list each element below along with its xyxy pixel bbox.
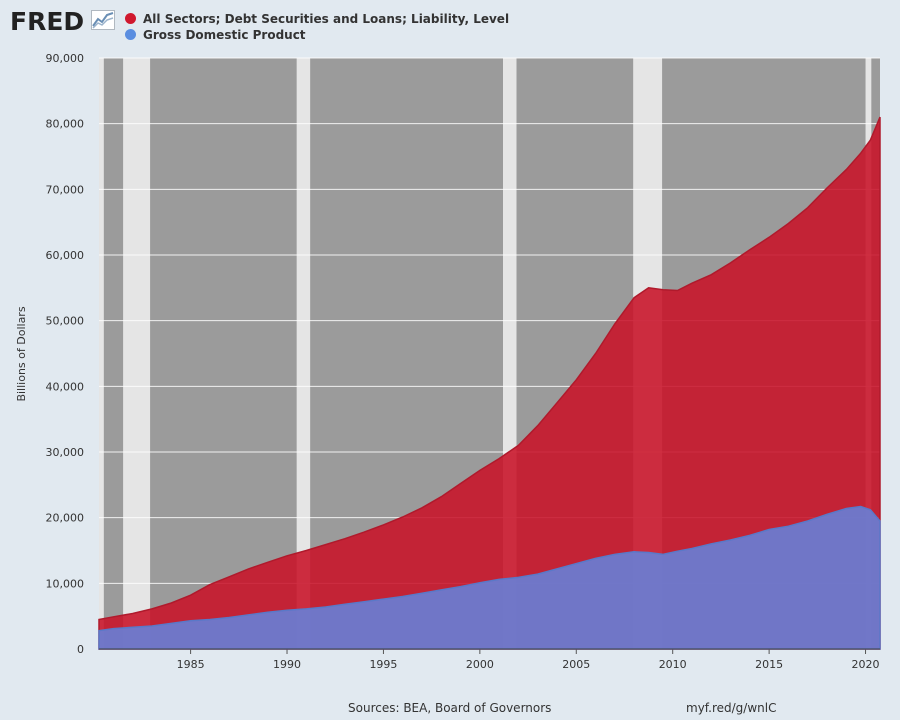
y-tick-label-9: 90,000: [46, 52, 85, 65]
legend-dot-gdp-icon: [125, 29, 136, 40]
x-tick-label-2: 1995: [369, 658, 397, 671]
y-axis-label: Billions of Dollars: [15, 306, 28, 401]
short-url-link[interactable]: myf.red/g/wnlC: [686, 701, 777, 715]
y-tick-label-7: 70,000: [46, 183, 85, 196]
x-tick-label-0: 1985: [177, 658, 205, 671]
legend-label-debt: All Sectors; Debt Securities and Loans; …: [143, 12, 510, 26]
x-tick-label-7: 2020: [852, 658, 880, 671]
legend-item-gdp[interactable]: Gross Domestic Product: [125, 28, 306, 42]
y-tick-label-3: 30,000: [46, 446, 85, 459]
legend-item-debt[interactable]: All Sectors; Debt Securities and Loans; …: [125, 12, 509, 26]
x-tick-label-5: 2010: [659, 658, 687, 671]
x-tick-label-6: 2015: [755, 658, 783, 671]
x-tick-label-1: 1990: [273, 658, 301, 671]
y-tick-label-5: 50,000: [46, 315, 85, 328]
plot-area: 0 10,000 20,000 30,000 40,000 50,000 60,000 70,…: [46, 52, 881, 671]
recession-band-1: [123, 58, 151, 649]
recession-band-0: [99, 58, 104, 649]
legend-label-gdp: Gross Domestic Product: [143, 28, 306, 42]
y-tick-label-0: 0: [77, 643, 84, 656]
recession-band-2: [296, 58, 311, 649]
y-tick-label-2: 20,000: [46, 512, 85, 525]
legend-dot-debt-icon: [125, 13, 136, 24]
sources-note: Sources: BEA, Board of Governors: [348, 701, 552, 715]
x-tick-label-3: 2000: [466, 658, 494, 671]
y-tick-label-4: 40,000: [46, 380, 85, 393]
series-area-0: [98, 116, 881, 650]
fred-graph-icon: [91, 10, 115, 30]
series-area-1: [98, 505, 881, 650]
y-tick-label-1: 10,000: [46, 577, 85, 590]
fred-logo[interactable]: FRED: [10, 7, 85, 36]
x-tick-label-4: 2005: [562, 658, 590, 671]
y-tick-label-8: 80,000: [46, 118, 85, 131]
chart-header: FRED All Sectors; Debt Securities and Lo…: [0, 0, 900, 50]
y-tick-label-6: 60,000: [46, 249, 85, 262]
